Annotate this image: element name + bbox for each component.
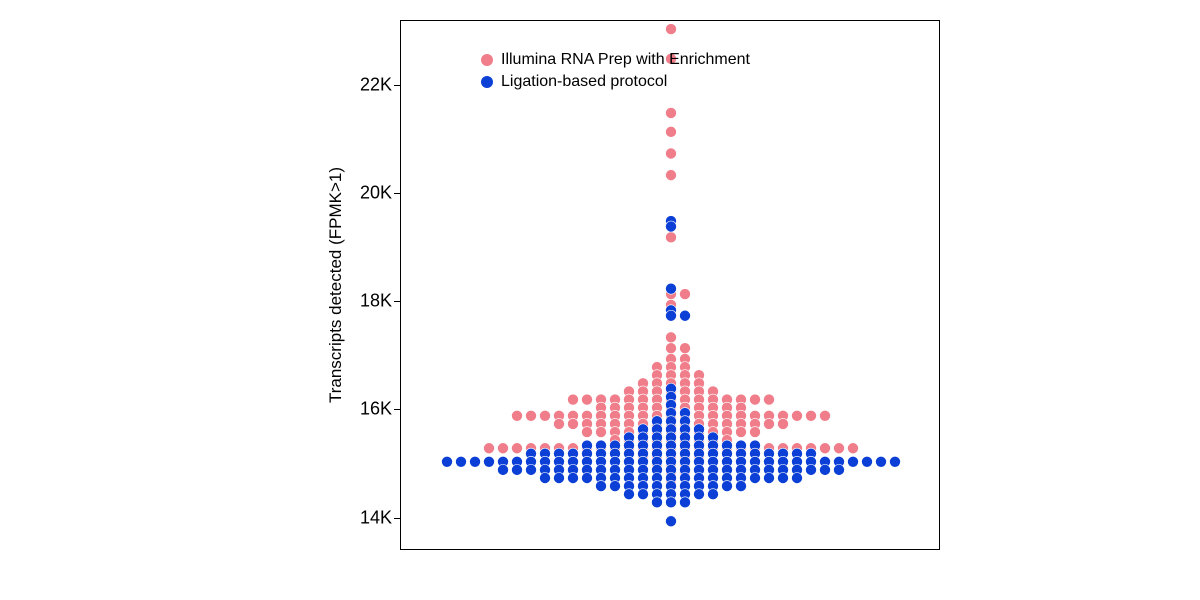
y-tick-label: 18K [342, 291, 392, 312]
data-point [540, 472, 551, 483]
legend-dot-icon [481, 76, 493, 88]
data-point [554, 418, 565, 429]
data-point [526, 410, 537, 421]
data-point [666, 148, 677, 159]
data-point [610, 481, 621, 492]
data-point [666, 343, 677, 354]
data-point [764, 418, 775, 429]
data-point [736, 481, 747, 492]
data-point [568, 472, 579, 483]
points-layer [401, 21, 939, 549]
data-point [736, 427, 747, 438]
data-point [666, 126, 677, 137]
data-point [666, 332, 677, 343]
data-point [820, 443, 831, 454]
data-point [596, 481, 607, 492]
data-point [652, 497, 663, 508]
data-point [498, 464, 509, 475]
data-point [526, 464, 537, 475]
data-point [764, 472, 775, 483]
data-point [848, 456, 859, 467]
data-point [834, 464, 845, 475]
legend-item: Ligation-based protocol [481, 71, 750, 93]
data-point [890, 456, 901, 467]
data-point [498, 443, 509, 454]
data-point [568, 394, 579, 405]
data-point [694, 489, 705, 500]
data-point [624, 489, 635, 500]
y-tick-label: 20K [342, 183, 392, 204]
chart-container: Transcripts detected (FPMK>1) 14K16K18K2… [340, 20, 940, 580]
data-point [554, 472, 565, 483]
data-point [666, 232, 677, 243]
data-point [666, 221, 677, 232]
data-point [792, 410, 803, 421]
data-point [568, 418, 579, 429]
data-point [470, 456, 481, 467]
data-point [722, 481, 733, 492]
data-point [638, 489, 649, 500]
data-point [764, 394, 775, 405]
data-point [778, 472, 789, 483]
data-point [862, 456, 873, 467]
data-point [666, 107, 677, 118]
data-point [708, 489, 719, 500]
data-point [540, 410, 551, 421]
data-point [512, 443, 523, 454]
legend-dot-icon [481, 54, 493, 66]
data-point [456, 456, 467, 467]
data-point [778, 418, 789, 429]
y-tick-label: 14K [342, 507, 392, 528]
legend-label: Ligation-based protocol [501, 73, 667, 91]
data-point [806, 410, 817, 421]
data-point [680, 497, 691, 508]
data-point [848, 443, 859, 454]
legend: Illumina RNA Prep with Enrichment Ligatio… [481, 49, 750, 93]
data-point [666, 516, 677, 527]
data-point [666, 283, 677, 294]
data-point [596, 427, 607, 438]
data-point [512, 464, 523, 475]
legend-label: Illumina RNA Prep with Enrichment [501, 51, 750, 69]
data-point [442, 456, 453, 467]
data-point [582, 394, 593, 405]
data-point [750, 394, 761, 405]
data-point [820, 464, 831, 475]
data-point [834, 443, 845, 454]
data-point [820, 410, 831, 421]
data-point [582, 472, 593, 483]
data-point [512, 410, 523, 421]
plot-area: Illumina RNA Prep with Enrichment Ligatio… [400, 20, 940, 550]
data-point [750, 427, 761, 438]
data-point [680, 310, 691, 321]
data-point [484, 443, 495, 454]
data-point [876, 456, 887, 467]
data-point [806, 464, 817, 475]
data-point [484, 456, 495, 467]
data-point [666, 310, 677, 321]
y-tick-label: 16K [342, 399, 392, 420]
data-point [792, 472, 803, 483]
data-point [582, 427, 593, 438]
data-point [680, 289, 691, 300]
data-point [666, 24, 677, 35]
y-tick-label: 22K [342, 74, 392, 95]
data-point [666, 170, 677, 181]
data-point [680, 343, 691, 354]
legend-item: Illumina RNA Prep with Enrichment [481, 49, 750, 71]
data-point [666, 497, 677, 508]
data-point [750, 472, 761, 483]
